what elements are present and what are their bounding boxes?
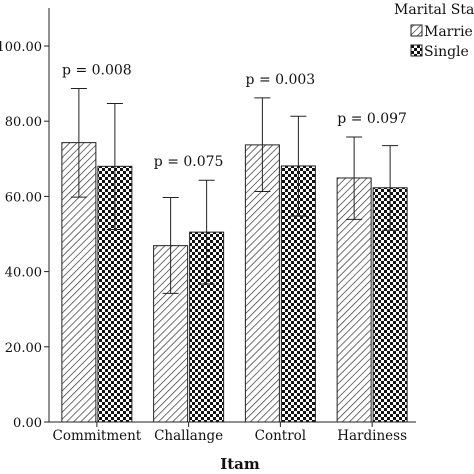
legend-label-single: Single bbox=[424, 44, 469, 60]
y-ticks: 0.00 20.00 40.00 60.00 80.00 100.00 bbox=[0, 40, 49, 431]
x-ticks: Commitment Challange Control Hardiness bbox=[53, 422, 407, 444]
y-tick-label: 100.00 bbox=[0, 40, 42, 55]
p-value-annotation: p = 0.008 bbox=[62, 62, 132, 78]
x-tick-label: Commitment bbox=[53, 428, 142, 444]
y-tick-label: 0.00 bbox=[13, 416, 42, 431]
p-value-annotation: p = 0.003 bbox=[246, 72, 316, 88]
legend-swatch-single bbox=[410, 44, 423, 57]
y-tick-label: 60.00 bbox=[5, 190, 42, 205]
y-tick-label: 20.00 bbox=[5, 341, 42, 356]
x-tick-label: Control bbox=[255, 428, 306, 444]
x-tick-label: Challange bbox=[154, 428, 223, 444]
p-value-annotation: p = 0.097 bbox=[337, 111, 407, 127]
x-tick-label: Hardiness bbox=[337, 428, 407, 444]
bars bbox=[61, 142, 408, 423]
p-value-annotation: p = 0.075 bbox=[154, 154, 224, 170]
legend: Marital Stat Marrie Single bbox=[394, 2, 474, 60]
y-tick-label: 80.00 bbox=[5, 115, 42, 130]
legend-label-married: Marrie bbox=[424, 24, 473, 40]
y-tick-label: 40.00 bbox=[5, 266, 42, 281]
error-bars bbox=[70, 87, 399, 294]
legend-swatch-married bbox=[410, 24, 423, 37]
legend-title: Marital Stat bbox=[394, 2, 474, 18]
x-axis-title: Itam bbox=[220, 455, 260, 473]
annotations: p = 0.008 p = 0.075 p = 0.003 p = 0.097 bbox=[62, 62, 407, 170]
